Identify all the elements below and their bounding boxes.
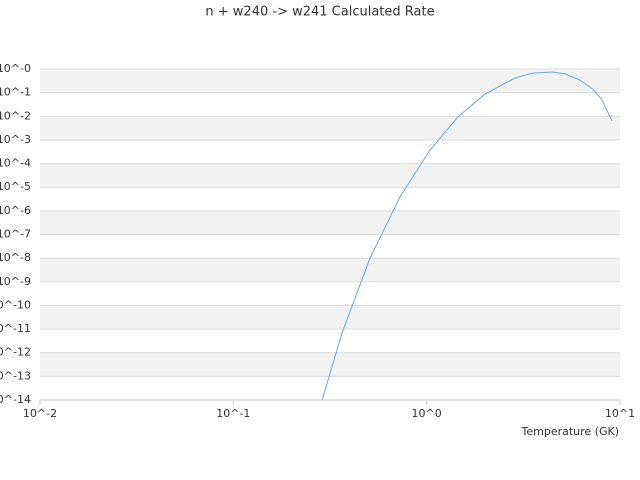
grid-band	[40, 210, 620, 235]
grid-band	[40, 258, 620, 282]
grid-band	[40, 305, 620, 330]
grid-band	[40, 116, 620, 140]
chart-title: n + w240 -> w241 Calculated Rate	[205, 5, 434, 20]
grid-band	[40, 352, 620, 377]
y-tick-label: 10^-7	[0, 228, 31, 241]
x-tick-label: 10^-2	[23, 407, 57, 420]
x-axis-title: Temperature (GK)	[521, 425, 620, 438]
y-tick-label: 10^-8	[0, 251, 31, 264]
y-tick-label: 10^-9	[0, 275, 31, 288]
y-tick-label: 10^-0	[0, 62, 31, 75]
x-tick-label: 10^0	[412, 407, 442, 420]
y-tick-label: 10^-14	[0, 393, 31, 406]
x-tick-label: 10^1	[605, 407, 635, 420]
x-tick-label: 10^-1	[216, 407, 250, 420]
y-tick-label: 10^-13	[0, 369, 31, 382]
grid-band	[40, 163, 620, 188]
y-tick-label: 10^-5	[0, 180, 31, 193]
y-tick-label: 10^-4	[0, 157, 31, 170]
grid-band	[40, 69, 620, 93]
y-tick-label: 10^-3	[0, 133, 31, 146]
y-tick-label: 10^-11	[0, 322, 31, 335]
y-tick-label: 10^-10	[0, 298, 31, 311]
y-tick-label: 10^-2	[0, 109, 31, 122]
series-line	[321, 71, 613, 401]
y-tick-label: 10^-12	[0, 346, 31, 359]
y-tick-label: 10^-6	[0, 204, 31, 217]
y-tick-label: 10^-1	[0, 86, 31, 99]
